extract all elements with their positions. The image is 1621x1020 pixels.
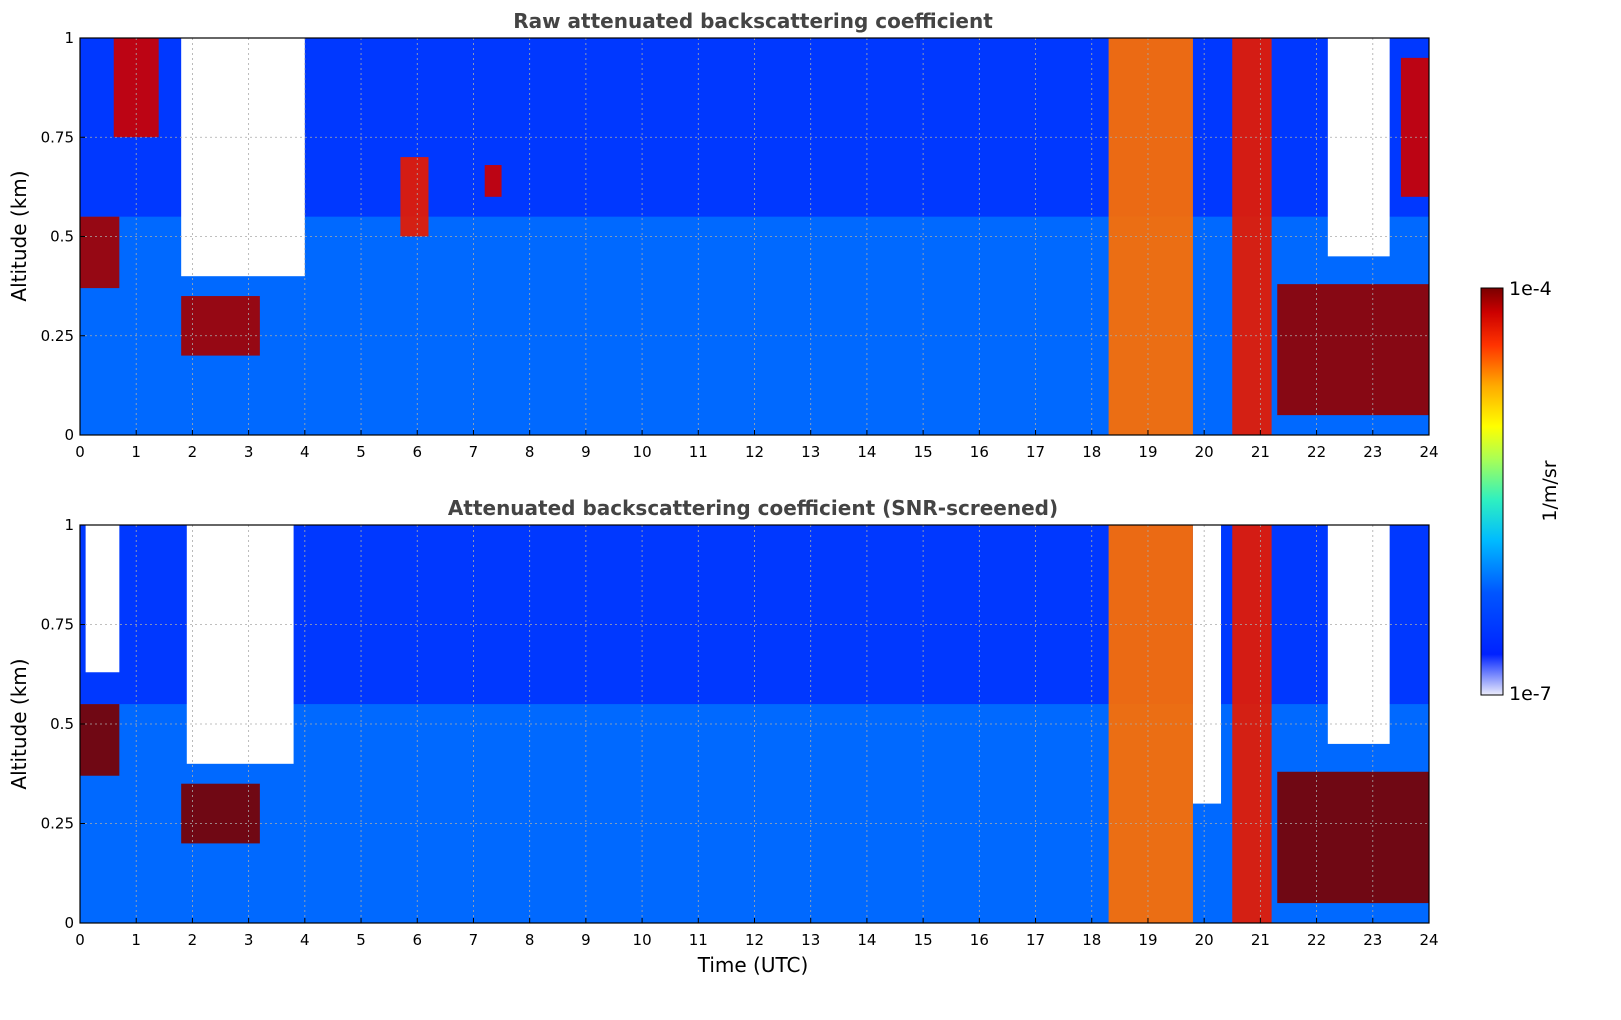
clear-region: [1327, 525, 1390, 744]
x-tick-label: 17: [1026, 931, 1045, 949]
heatmap-area: [80, 38, 1429, 435]
x-tick-label: 19: [1138, 931, 1157, 949]
x-tick-label: 16: [970, 931, 989, 949]
clear-region: [85, 525, 120, 673]
x-tick-label: 24: [1419, 443, 1438, 461]
backscatter-feature: [1277, 771, 1429, 904]
colorbar-gradient: [1480, 287, 1504, 696]
y-tick-labels: 0 0.25 0.5 0.75 1: [41, 29, 85, 444]
panel-title: Raw attenuated backscattering coefficien…: [513, 9, 993, 33]
x-tick-label: 1: [131, 931, 141, 949]
colorbar: 1e-4 1e-7 1/m/sr: [1480, 278, 1561, 705]
x-tick-label: 14: [857, 443, 876, 461]
backscatter-feature: [181, 296, 260, 356]
y-tick-label: 0.25: [41, 327, 74, 345]
x-tick-label: 18: [1082, 931, 1101, 949]
clear-region: [1192, 525, 1222, 804]
x-tick-label: 9: [581, 931, 591, 949]
y-tick-label: 0.75: [41, 616, 74, 634]
y-tick-label: 0.75: [41, 128, 74, 146]
backscatter-feature: [113, 38, 159, 138]
y-axis-label: Altitude (km): [7, 170, 31, 301]
y-tick-label: 0: [64, 426, 74, 444]
x-tick-label: 23: [1363, 443, 1382, 461]
x-axis-label: Time (UTC): [697, 953, 809, 977]
snr-screened-panel: Attenuated backscattering coefficient (S…: [7, 496, 1439, 977]
colorbar-max-label: 1e-4: [1509, 278, 1552, 300]
x-tick-label: 14: [857, 931, 876, 949]
panel-title: Attenuated backscattering coefficient (S…: [448, 496, 1058, 520]
x-tick-label: 3: [244, 443, 254, 461]
x-tick-label: 21: [1251, 443, 1270, 461]
x-tick-label: 8: [525, 931, 535, 949]
x-tick-label: 10: [633, 443, 652, 461]
y-tick-labels: 0 0.25 0.5 0.75 1: [41, 516, 85, 932]
x-tick-label: 12: [745, 443, 764, 461]
x-tick-label: 10: [633, 931, 652, 949]
x-tick-label: 5: [356, 443, 366, 461]
x-tick-label: 4: [300, 931, 310, 949]
x-tick-label: 5: [356, 931, 366, 949]
clear-region: [186, 525, 294, 764]
x-tick-label: 2: [188, 443, 198, 461]
backscatter-feature: [484, 165, 502, 197]
y-tick-label: 0: [64, 914, 74, 932]
x-tick-label: 11: [689, 443, 708, 461]
x-tick-label: 19: [1138, 443, 1157, 461]
backscatter-feature: [1277, 284, 1429, 416]
x-tick-label: 22: [1307, 443, 1326, 461]
y-tick-label: 0.5: [50, 715, 74, 733]
x-tick-label: 23: [1363, 931, 1382, 949]
x-tick-label: 15: [914, 931, 933, 949]
x-tick-label: 21: [1251, 931, 1270, 949]
clear-region: [181, 38, 305, 277]
clear-region: [1327, 38, 1390, 257]
backscatter-feature: [80, 216, 120, 289]
x-tick-label: 3: [244, 931, 254, 949]
x-tick-label: 12: [745, 931, 764, 949]
y-tick-label: 0.25: [41, 815, 74, 833]
y-tick-label: 1: [64, 516, 74, 534]
x-tick-label: 17: [1026, 443, 1045, 461]
x-tick-label: 24: [1419, 931, 1438, 949]
x-tick-label: 6: [412, 931, 422, 949]
backscatter-feature: [80, 704, 120, 776]
x-tick-label: 6: [412, 443, 422, 461]
backscatter-feature: [1400, 57, 1429, 197]
y-tick-label: 0.5: [50, 228, 74, 246]
x-tick-label: 20: [1195, 443, 1214, 461]
x-tick-label: 1: [131, 443, 141, 461]
x-tick-label: 22: [1307, 931, 1326, 949]
x-tick-label: 2: [188, 931, 198, 949]
x-tick-label: 7: [469, 443, 479, 461]
x-tick-label: 13: [801, 443, 820, 461]
x-tick-label: 18: [1082, 443, 1101, 461]
x-tick-label: 15: [914, 443, 933, 461]
x-tick-labels: 0 1 2 3 4 5 6 7 8 9 10 11 12 13 14 15 16 17 18 19 20 21 22 23 24: [75, 918, 1439, 949]
x-tick-label: 9: [581, 443, 591, 461]
heatmap-area: [80, 525, 1429, 923]
x-tick-label: 8: [525, 443, 535, 461]
y-tick-label: 1: [64, 29, 74, 47]
x-tick-label: 0: [75, 443, 85, 461]
colorbar-min-label: 1e-7: [1509, 683, 1552, 705]
backscatter-feature: [181, 783, 260, 844]
x-tick-label: 11: [689, 931, 708, 949]
x-tick-labels: 0 1 2 3 4 5 6 7 8 9 10 11 12 13 14 15 16 17 18 19 20 21 22 23 24: [75, 430, 1439, 461]
backscatter-feature: [400, 157, 429, 237]
x-tick-label: 20: [1195, 931, 1214, 949]
x-tick-label: 16: [970, 443, 989, 461]
x-tick-label: 13: [801, 931, 820, 949]
colorbar-label: 1/m/sr: [1539, 460, 1561, 521]
x-tick-label: 7: [469, 931, 479, 949]
x-tick-label: 0: [75, 931, 85, 949]
raw-backscatter-panel: Raw attenuated backscattering coefficien…: [7, 9, 1439, 461]
y-axis-label: Altitude (km): [7, 658, 31, 789]
x-tick-label: 4: [300, 443, 310, 461]
